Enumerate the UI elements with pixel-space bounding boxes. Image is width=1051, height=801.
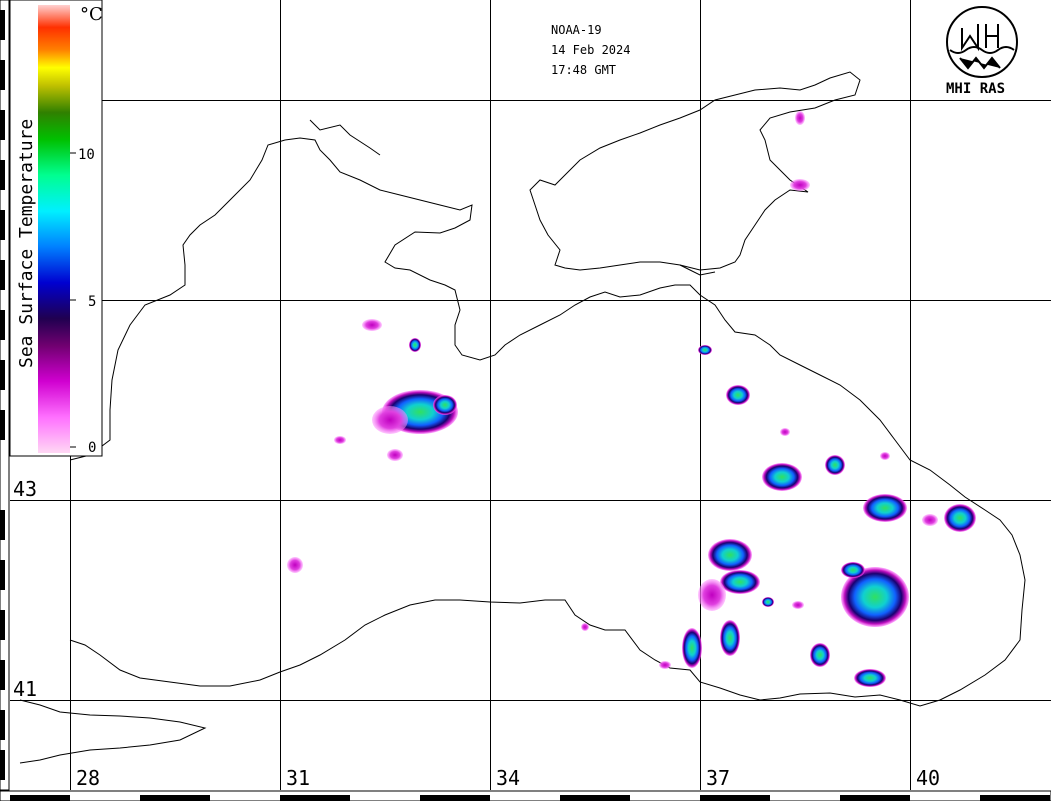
graticule xyxy=(10,0,1051,790)
lon-label-28: 28 xyxy=(76,766,100,790)
lon-label-31: 31 xyxy=(286,766,310,790)
sst-patches xyxy=(287,111,976,687)
acquisition-date: 14 Feb 2024 xyxy=(551,43,630,57)
legend: °C 10 5 0 Sea Surface Temperature xyxy=(9,0,103,457)
logo-text: MHI RAS xyxy=(946,81,1005,97)
left-ruler xyxy=(0,0,10,791)
lon-label-40: 40 xyxy=(916,766,940,790)
dnieper-estuary xyxy=(309,119,381,156)
lat-label-43: 43 xyxy=(13,477,37,501)
bosporus-coast xyxy=(19,699,207,764)
lon-label-34: 34 xyxy=(496,766,520,790)
legend-title: Sea Surface Temperature xyxy=(16,119,37,368)
lon-label-37: 37 xyxy=(706,766,730,790)
coastline xyxy=(19,71,1026,764)
legend-unit: °C xyxy=(80,4,103,25)
legend-tick-0: 0 xyxy=(88,440,96,456)
acquisition-time: 17:48 GMT xyxy=(551,63,616,77)
mhi-logo: MHI RAS xyxy=(946,6,1018,97)
legend-tick-10: 10 xyxy=(78,147,95,163)
satellite-name: NOAA-19 xyxy=(551,23,602,37)
header: NOAA-19 14 Feb 2024 17:48 GMT xyxy=(551,23,630,77)
black-sea-coast xyxy=(69,137,1026,707)
legend-colorbar xyxy=(38,5,70,453)
kerch-strait xyxy=(679,264,716,276)
azov-sea-coast xyxy=(529,71,861,271)
legend-tick-5: 5 xyxy=(88,294,96,310)
axis-labels: 28 31 34 37 40 43 41 xyxy=(13,477,940,790)
lat-label-41: 41 xyxy=(13,677,37,701)
bottom-ruler xyxy=(0,790,1051,801)
